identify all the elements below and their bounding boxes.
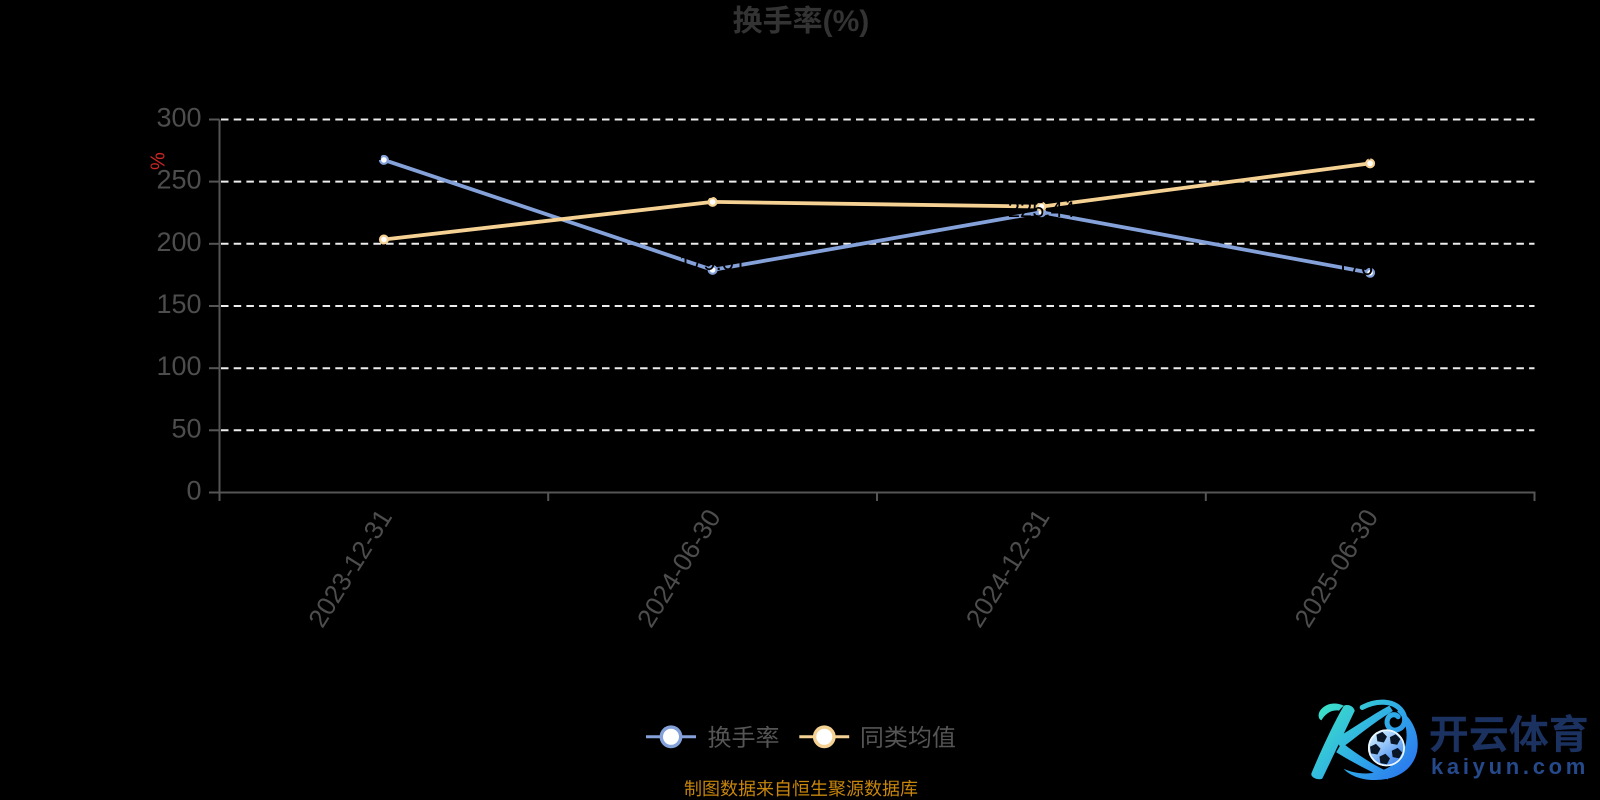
svg-text:225.44: 225.44 bbox=[1008, 197, 1075, 222]
svg-text:233.69: 233.69 bbox=[679, 178, 746, 203]
svg-text:264.66: 264.66 bbox=[1336, 139, 1403, 164]
svg-text:179.01: 179.01 bbox=[679, 250, 746, 275]
svg-text:250: 250 bbox=[156, 165, 201, 195]
svg-text:229.97: 229.97 bbox=[1008, 183, 1075, 208]
svg-text:kaiyun.com: kaiyun.com bbox=[1431, 754, 1589, 779]
svg-text:50: 50 bbox=[171, 413, 201, 443]
svg-text:150: 150 bbox=[156, 289, 201, 319]
svg-text:200: 200 bbox=[156, 227, 201, 257]
svg-text:(%): (%) bbox=[823, 5, 870, 38]
svg-text:%: % bbox=[148, 152, 170, 170]
svg-text:203.51: 203.51 bbox=[350, 214, 417, 239]
svg-text:176.73: 176.73 bbox=[1336, 255, 1403, 280]
svg-text:0: 0 bbox=[186, 476, 201, 506]
svg-text:300: 300 bbox=[156, 103, 201, 133]
svg-text:267.49: 267.49 bbox=[350, 140, 417, 165]
svg-text:100: 100 bbox=[156, 351, 201, 381]
